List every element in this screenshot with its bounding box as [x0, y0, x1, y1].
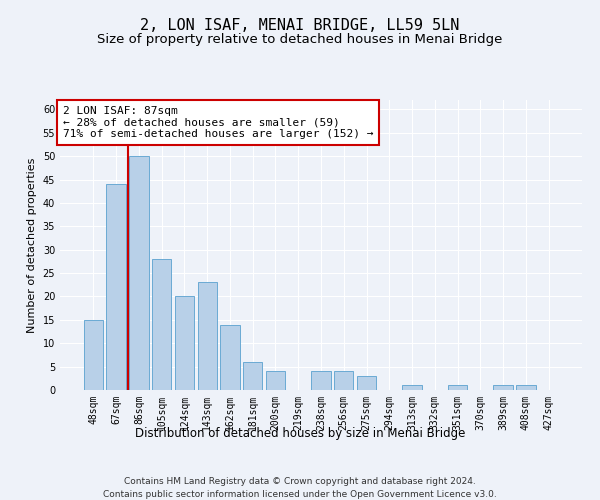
Bar [152, 259, 172, 390]
Bar [403, 386, 422, 390]
Bar [106, 184, 126, 390]
Text: Size of property relative to detached houses in Menai Bridge: Size of property relative to detached ho… [97, 32, 503, 46]
Bar [197, 282, 217, 390]
Bar [220, 324, 239, 390]
Bar [311, 372, 331, 390]
Bar [448, 386, 467, 390]
Bar [493, 386, 513, 390]
Bar [175, 296, 194, 390]
Text: Contains public sector information licensed under the Open Government Licence v3: Contains public sector information licen… [103, 490, 497, 499]
Bar [357, 376, 376, 390]
Bar [266, 372, 285, 390]
Bar [84, 320, 103, 390]
Bar [516, 386, 536, 390]
Text: 2, LON ISAF, MENAI BRIDGE, LL59 5LN: 2, LON ISAF, MENAI BRIDGE, LL59 5LN [140, 18, 460, 32]
Text: Contains HM Land Registry data © Crown copyright and database right 2024.: Contains HM Land Registry data © Crown c… [124, 478, 476, 486]
Text: Distribution of detached houses by size in Menai Bridge: Distribution of detached houses by size … [135, 428, 465, 440]
Bar [129, 156, 149, 390]
Text: 2 LON ISAF: 87sqm
← 28% of detached houses are smaller (59)
71% of semi-detached: 2 LON ISAF: 87sqm ← 28% of detached hous… [62, 106, 373, 139]
Y-axis label: Number of detached properties: Number of detached properties [27, 158, 37, 332]
Bar [243, 362, 262, 390]
Bar [334, 372, 353, 390]
